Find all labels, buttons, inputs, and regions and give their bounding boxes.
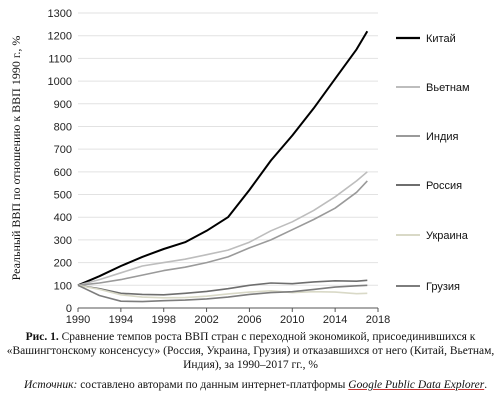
x-tick-label: 2014: [323, 314, 347, 326]
x-tick-label: 1990: [66, 314, 90, 326]
series-lines: [77, 30, 369, 303]
legend: Китай Вьетнам Индия Россия Украина Грузия: [396, 33, 470, 293]
y-tick-label: 900: [54, 99, 72, 111]
figure-caption: Рис. 1. Сравнение темпов роста ВВП стран…: [2, 330, 499, 372]
x-tick-label: 1998: [151, 314, 175, 326]
legend-label: Грузия: [426, 281, 460, 293]
legend-label: Индия: [426, 131, 459, 143]
source-text: составлено авторами по данным интернет-п…: [77, 379, 349, 391]
gridlines: [78, 12, 378, 286]
legend-label: Вьетнам: [426, 82, 470, 94]
caption-text: Сравнение темпов роста ВВП стран с перех…: [6, 331, 495, 371]
y-tick-label: 300: [54, 235, 72, 247]
x-tick-label: 2002: [194, 314, 218, 326]
x-tick-label: 2018: [366, 314, 390, 326]
y-tick-label: 700: [54, 144, 72, 156]
y-tick-label: 100: [54, 280, 72, 292]
y-tick-label: 400: [54, 212, 72, 224]
y-tick-label: 0: [66, 303, 72, 315]
source-note: Источник: составлено авторами по данным …: [2, 378, 499, 392]
caption-label: Рис. 1.: [25, 331, 59, 343]
y-tick-label: 1200: [48, 31, 72, 43]
series-line: [77, 30, 369, 287]
source-link[interactable]: Google Public Data Explorer: [348, 379, 485, 391]
y-tick-label: 500: [54, 190, 72, 202]
legend-label: Украина: [426, 230, 469, 242]
series-line: [77, 279, 368, 296]
legend-label: Китай: [426, 33, 456, 45]
x-tick-label: 2006: [237, 314, 261, 326]
y-tick-label: 200: [54, 258, 72, 270]
series-line: [77, 180, 368, 287]
y-tick-label: 600: [54, 167, 72, 179]
legend-label: Россия: [426, 180, 462, 192]
source-label: Источник:: [24, 379, 78, 391]
series-line: [77, 284, 368, 303]
axes: 0 100 200 300 400 500 600 700 800 900 1000 1100 1200…: [48, 8, 391, 326]
y-axis-label: Реальный ВВП по отношению к ВВП 1990 г.,…: [9, 36, 23, 281]
series-line: [77, 171, 368, 287]
chart: 0 100 200 300 400 500 600 700 800 900 1000 1100 1200…: [9, 8, 470, 326]
x-tick-label: 2010: [280, 314, 304, 326]
y-tick-label: 1300: [48, 8, 72, 20]
y-tick-label: 800: [54, 121, 72, 133]
y-tick-label: 1100: [48, 53, 72, 65]
y-tick-label: 1000: [48, 76, 72, 88]
x-tick-label: 1994: [109, 314, 133, 326]
source-end: .: [484, 379, 488, 391]
series-line: [77, 284, 368, 299]
